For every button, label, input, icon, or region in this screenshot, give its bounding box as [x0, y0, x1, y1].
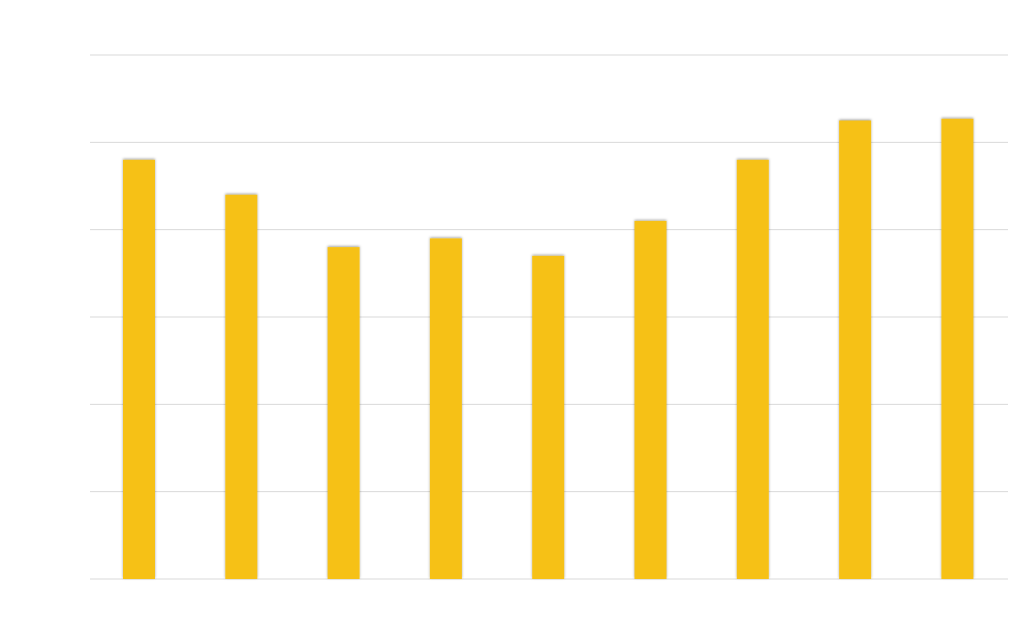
bar [634, 220, 667, 579]
bar [532, 255, 565, 579]
bar [941, 118, 974, 580]
bar [225, 194, 258, 579]
bar [429, 238, 462, 579]
bars [123, 118, 974, 580]
bar [327, 247, 360, 579]
bar [123, 159, 155, 580]
bar [736, 159, 769, 580]
bar [839, 120, 872, 579]
